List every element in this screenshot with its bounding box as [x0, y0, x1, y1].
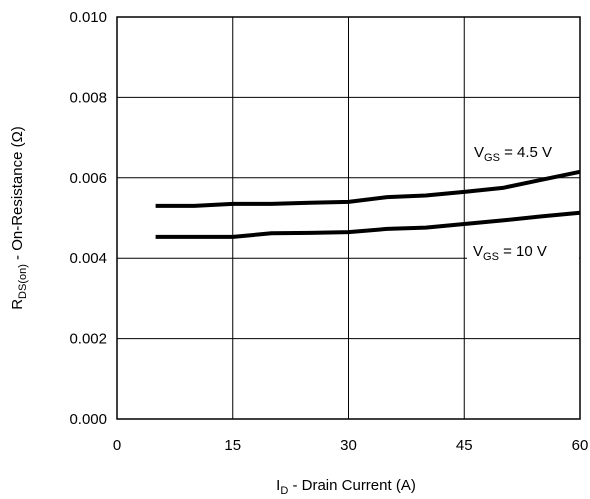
- series-label-rest: = 10 V: [499, 243, 547, 260]
- y-tick-labels: 0.000 0.002 0.004 0.006 0.008 0.010: [69, 9, 107, 428]
- x-axis-label-sub: D: [280, 485, 288, 497]
- x-tick-label: 15: [224, 437, 241, 454]
- series-line-1: [155, 169, 581, 208]
- x-axis-label: ID - Drain Current (A): [276, 477, 416, 497]
- y-axis-label-rest: - On-Resistance (Ω): [9, 126, 26, 264]
- x-tick-label: 45: [456, 437, 473, 454]
- y-axis-label-main: R: [9, 299, 26, 310]
- series-label-sub: GS: [484, 152, 500, 164]
- series-label-main: V: [473, 243, 483, 260]
- series-label-1: VGS = 4.5 V: [474, 144, 552, 164]
- grid-lines: [117, 17, 580, 419]
- y-axis-label-sub: DS(on): [17, 264, 29, 299]
- x-tick-label: 30: [340, 437, 357, 454]
- y-tick-label: 0.004: [69, 250, 107, 267]
- x-axis-label-rest: - Drain Current (A): [288, 477, 416, 494]
- x-tick-label: 60: [572, 437, 589, 454]
- series-label-2: VGS = 10 V: [473, 243, 547, 263]
- series-label-sub: GS: [483, 251, 499, 263]
- y-tick-label: 0.006: [69, 170, 107, 187]
- x-axis-label-main: I: [276, 477, 280, 494]
- y-tick-label: 0.002: [69, 331, 107, 348]
- y-tick-label: 0.010: [69, 9, 107, 26]
- y-axis-label: RDS(on) - On-Resistance (Ω): [9, 126, 29, 310]
- x-tick-label: 0: [113, 437, 121, 454]
- y-tick-label: 0.008: [69, 89, 107, 106]
- series-group: [155, 169, 581, 239]
- x-tick-labels: 0 15 30 45 60: [113, 437, 589, 454]
- plot-frame: [116, 16, 581, 420]
- series-label-rest: = 4.5 V: [500, 144, 552, 161]
- series-label-main: V: [474, 144, 484, 161]
- series-label-background: [467, 238, 579, 262]
- y-tick-label: 0.000: [69, 411, 107, 428]
- series-line-2: [155, 210, 581, 239]
